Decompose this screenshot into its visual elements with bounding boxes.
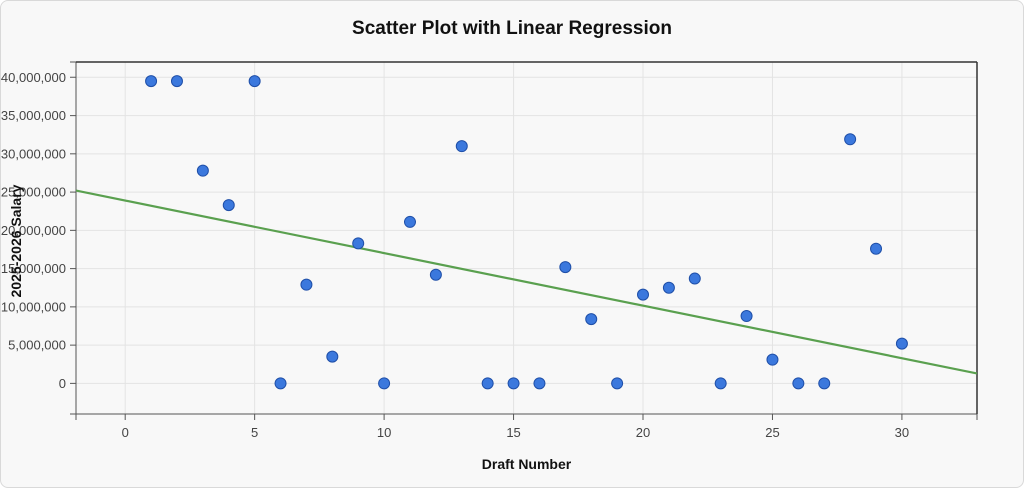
scatter-point[interactable] — [662, 281, 675, 294]
scatter-point[interactable] — [637, 288, 650, 301]
y-tick-label: 10,000,000 — [1, 299, 66, 314]
y-tick-label: 35,000,000 — [1, 108, 66, 123]
x-tick-label: 0 — [122, 425, 129, 440]
x-tick-label: 15 — [506, 425, 520, 440]
scatter-point[interactable] — [222, 199, 235, 212]
y-tick-label: 5,000,000 — [8, 338, 66, 353]
scatter-point[interactable] — [740, 310, 753, 323]
x-tick-label: 30 — [895, 425, 909, 440]
scatter-point[interactable] — [895, 337, 908, 350]
x-tick-label: 5 — [251, 425, 258, 440]
scatter-point[interactable] — [507, 377, 520, 390]
x-tick-label: 20 — [636, 425, 650, 440]
regression-line — [76, 189, 977, 375]
x-axis-label: Draft Number — [482, 456, 572, 472]
scatter-point[interactable] — [688, 272, 701, 285]
scatter-point[interactable] — [403, 215, 416, 228]
scatter-point[interactable] — [792, 377, 805, 390]
y-axis-label: 2025-2026 Salary — [8, 184, 24, 297]
chart-title: Scatter Plot with Linear Regression — [352, 18, 672, 39]
scatter-point[interactable] — [481, 377, 494, 390]
scatter-point[interactable] — [326, 350, 339, 363]
scatter-point[interactable] — [170, 75, 183, 88]
y-tick-label: 30,000,000 — [1, 146, 66, 161]
scatter-point[interactable] — [611, 377, 624, 390]
plot-area — [76, 62, 977, 414]
scatter-point[interactable] — [818, 377, 831, 390]
scatter-point[interactable] — [559, 261, 572, 274]
scatter-point[interactable] — [248, 75, 261, 88]
scatter-point[interactable] — [196, 164, 209, 177]
y-tick-label: 40,000,000 — [1, 70, 66, 85]
y-tick-label: 15,000,000 — [1, 261, 66, 276]
x-tick-label: 25 — [765, 425, 779, 440]
scatter-point[interactable] — [585, 313, 598, 326]
scatter-point[interactable] — [455, 140, 468, 153]
scatter-point[interactable] — [844, 133, 857, 146]
scatter-point[interactable] — [429, 268, 442, 281]
scatter-point[interactable] — [766, 353, 779, 366]
scatter-point[interactable] — [274, 377, 287, 390]
scatter-point[interactable] — [533, 377, 546, 390]
scatter-point[interactable] — [352, 237, 365, 250]
y-tick-label: 25,000,000 — [1, 185, 66, 200]
scatter-point[interactable] — [870, 242, 883, 255]
scatter-point[interactable] — [145, 75, 158, 88]
y-tick-label: 0 — [59, 376, 66, 391]
scatter-point[interactable] — [378, 377, 391, 390]
y-tick-label: 20,000,000 — [1, 223, 66, 238]
scatter-point[interactable] — [714, 377, 727, 390]
scatter-point[interactable] — [300, 278, 313, 291]
x-tick-label: 10 — [377, 425, 391, 440]
